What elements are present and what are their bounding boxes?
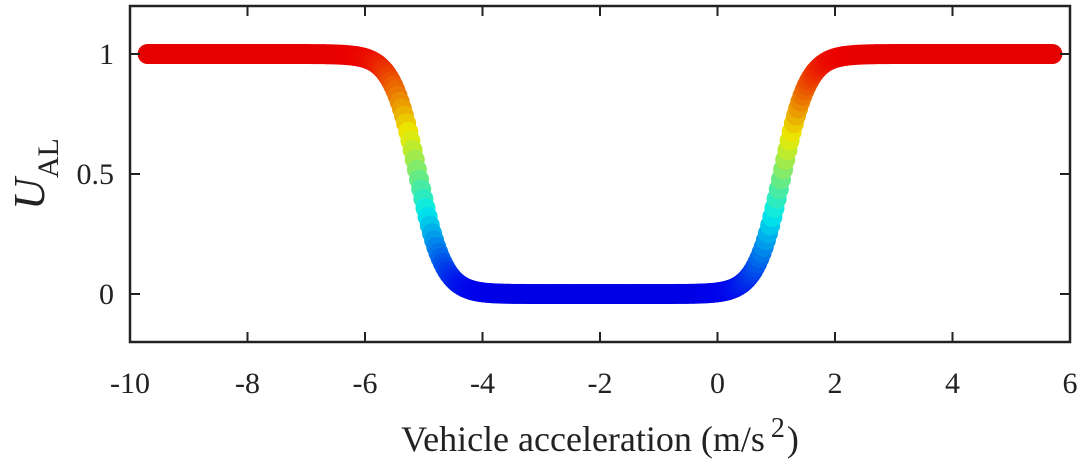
data-point [1042,44,1063,64]
x-tick-label: -4 [470,367,495,400]
x-axis-title-text: Vehicle acceleration (m/s [401,419,765,459]
y-tick-label: 1 [99,38,114,71]
y-tick-label: 0 [99,278,114,311]
y-axis-ticks: 00.51 [77,38,1070,311]
x-axis-ticks: -10 -8 -6 -4 -2 0 2 4 6 [110,6,1078,400]
x-tick-label: -6 [353,367,378,400]
x-axis-title-close: ) [787,419,799,459]
y-axis-title: UAL [5,138,65,210]
y-axis-title-text: U [5,175,54,210]
x-axis-title-superscript: 2 [771,413,785,444]
x-tick-label: 4 [945,367,960,400]
x-tick-label: -2 [588,367,613,400]
data-points [137,44,1063,304]
y-tick-label: 0.5 [77,158,115,191]
x-tick-label: 2 [828,367,843,400]
x-tick-label: 0 [710,367,725,400]
x-tick-label: 6 [1063,367,1078,400]
y-axis-title-subscript: AL [32,138,65,178]
x-tick-label: -10 [110,367,150,400]
x-axis-title: Vehicle acceleration (m/s 2) [401,413,799,459]
x-tick-label: -8 [235,367,260,400]
